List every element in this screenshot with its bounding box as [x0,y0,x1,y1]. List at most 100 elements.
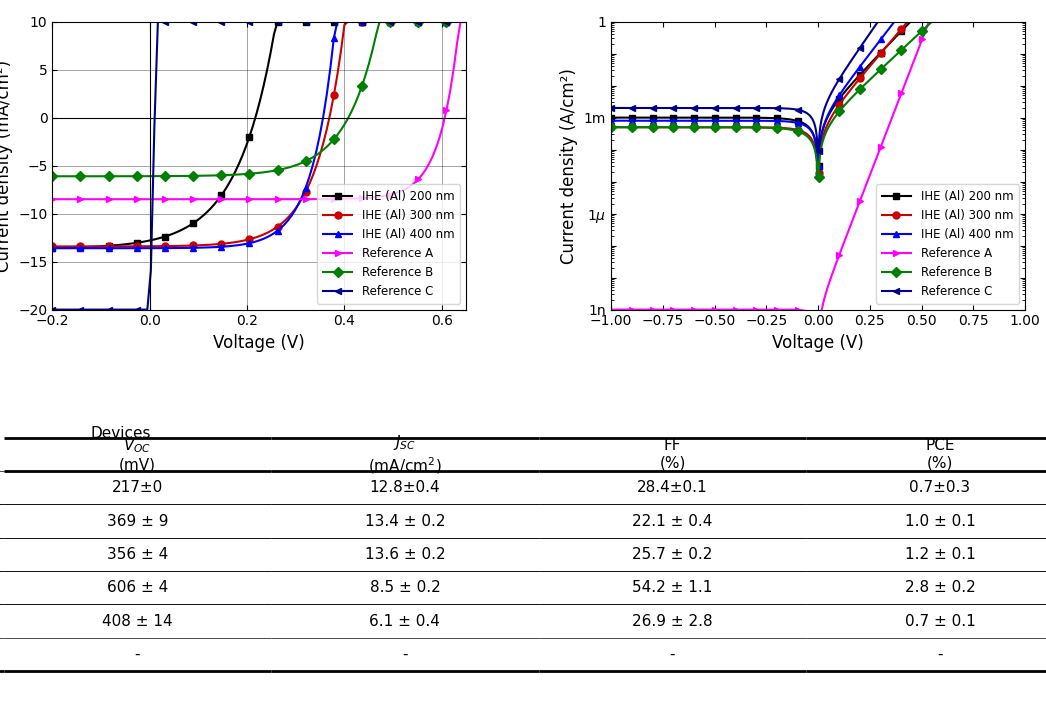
Line: Reference C: Reference C [608,0,1028,156]
IHE (Al) 400 nm [804,125,817,134]
Reference A [159,195,172,204]
Reference B [159,172,172,181]
Reference A [804,309,817,318]
IHE (Al) 400 nm [134,244,146,253]
IHE (Al) 300 nm [852,76,865,84]
Reference A [852,201,865,210]
X-axis label: Voltage (V): Voltage (V) [213,334,305,352]
Line: Reference A: Reference A [608,0,1028,345]
Line: IHE (Al) 200 nm: IHE (Al) 200 nm [608,0,1028,169]
IHE (Al) 400 nm [159,244,172,253]
Reference A [46,195,59,204]
Reference B [454,17,467,26]
Line: Reference A: Reference A [49,18,475,202]
IHE (Al) 200 nm [464,17,477,26]
Reference C [454,17,467,26]
IHE (Al) 300 nm [342,17,355,26]
IHE (Al) 200 nm [801,122,814,130]
Legend: IHE (Al) 200 nm, IHE (Al) 300 nm, IHE (Al) 400 nm, Reference A, Reference B, Ref: IHE (Al) 200 nm, IHE (Al) 300 nm, IHE (A… [317,184,460,304]
Reference A [377,192,389,200]
IHE (Al) 200 nm [159,233,172,241]
IHE (Al) 400 nm [278,220,291,229]
IHE (Al) 400 nm [605,117,617,125]
Reference C [605,104,617,112]
Y-axis label: Current density (A/cm²): Current density (A/cm²) [561,68,578,264]
Y-axis label: Current density (mA/cm²): Current density (mA/cm²) [0,60,13,271]
Reference C [134,305,146,314]
IHE (Al) 400 nm [332,17,344,26]
IHE (Al) 300 nm [159,242,172,251]
Reference B [464,17,477,26]
Reference B [381,17,393,26]
Line: IHE (Al) 200 nm: IHE (Al) 200 nm [49,18,475,251]
IHE (Al) 400 nm [454,17,467,26]
Reference B [46,172,59,181]
Reference C [804,112,817,120]
Reference C [338,17,350,26]
IHE (Al) 300 nm [804,133,817,142]
X-axis label: Voltage (V): Voltage (V) [772,334,864,352]
Reference C [162,17,175,26]
Reference A [335,194,347,203]
IHE (Al) 200 nm [338,17,350,26]
Reference A [812,337,824,346]
IHE (Al) 300 nm [278,217,291,225]
IHE (Al) 400 nm [801,123,814,132]
IHE (Al) 300 nm [134,242,146,251]
Reference A [829,259,842,268]
IHE (Al) 400 nm [812,162,824,171]
IHE (Al) 400 nm [464,17,477,26]
IHE (Al) 300 nm [335,47,347,55]
IHE (Al) 300 nm [381,17,393,26]
Reference A [464,17,477,26]
Reference A [134,195,146,204]
IHE (Al) 200 nm [46,243,59,252]
IHE (Al) 200 nm [281,17,294,26]
Reference C [152,17,164,26]
Reference C [829,81,842,89]
IHE (Al) 200 nm [605,113,617,122]
Reference B [829,112,842,120]
Reference B [804,135,817,144]
IHE (Al) 200 nm [381,17,393,26]
IHE (Al) 300 nm [801,130,814,139]
Reference C [381,17,393,26]
Reference B [852,86,865,95]
IHE (Al) 300 nm [829,105,842,114]
Reference C [812,148,824,156]
Line: Reference B: Reference B [49,18,475,180]
Reference B [335,126,347,135]
IHE (Al) 300 nm [46,242,59,251]
Line: IHE (Al) 400 nm: IHE (Al) 400 nm [608,0,1028,170]
IHE (Al) 300 nm [464,17,477,26]
IHE (Al) 300 nm [605,123,617,132]
Line: Reference C: Reference C [49,18,475,313]
IHE (Al) 300 nm [812,170,824,179]
IHE (Al) 200 nm [454,17,467,26]
Reference B [801,132,814,141]
IHE (Al) 200 nm [812,162,824,171]
Reference B [812,173,824,181]
IHE (Al) 200 nm [271,17,283,26]
Legend: IHE (Al) 200 nm, IHE (Al) 300 nm, IHE (Al) 400 nm, Reference A, Reference B, Ref: IHE (Al) 200 nm, IHE (Al) 300 nm, IHE (A… [876,184,1019,304]
IHE (Al) 200 nm [852,72,865,81]
Reference B [278,164,291,173]
Reference C [281,17,294,26]
Reference C [852,46,865,55]
Reference A [278,195,291,204]
Reference C [46,305,59,314]
Reference B [945,0,957,8]
Reference B [605,123,617,132]
Line: Reference B: Reference B [608,0,1028,181]
IHE (Al) 200 nm [829,99,842,108]
IHE (Al) 200 nm [134,238,146,246]
Reference C [464,17,477,26]
IHE (Al) 400 nm [338,17,350,26]
Reference A [801,307,814,316]
Reference B [134,172,146,181]
Reference A [454,17,467,26]
IHE (Al) 300 nm [454,17,467,26]
Text: Devices: Devices [90,426,151,441]
Line: IHE (Al) 300 nm: IHE (Al) 300 nm [49,18,475,250]
Reference A [451,39,463,48]
